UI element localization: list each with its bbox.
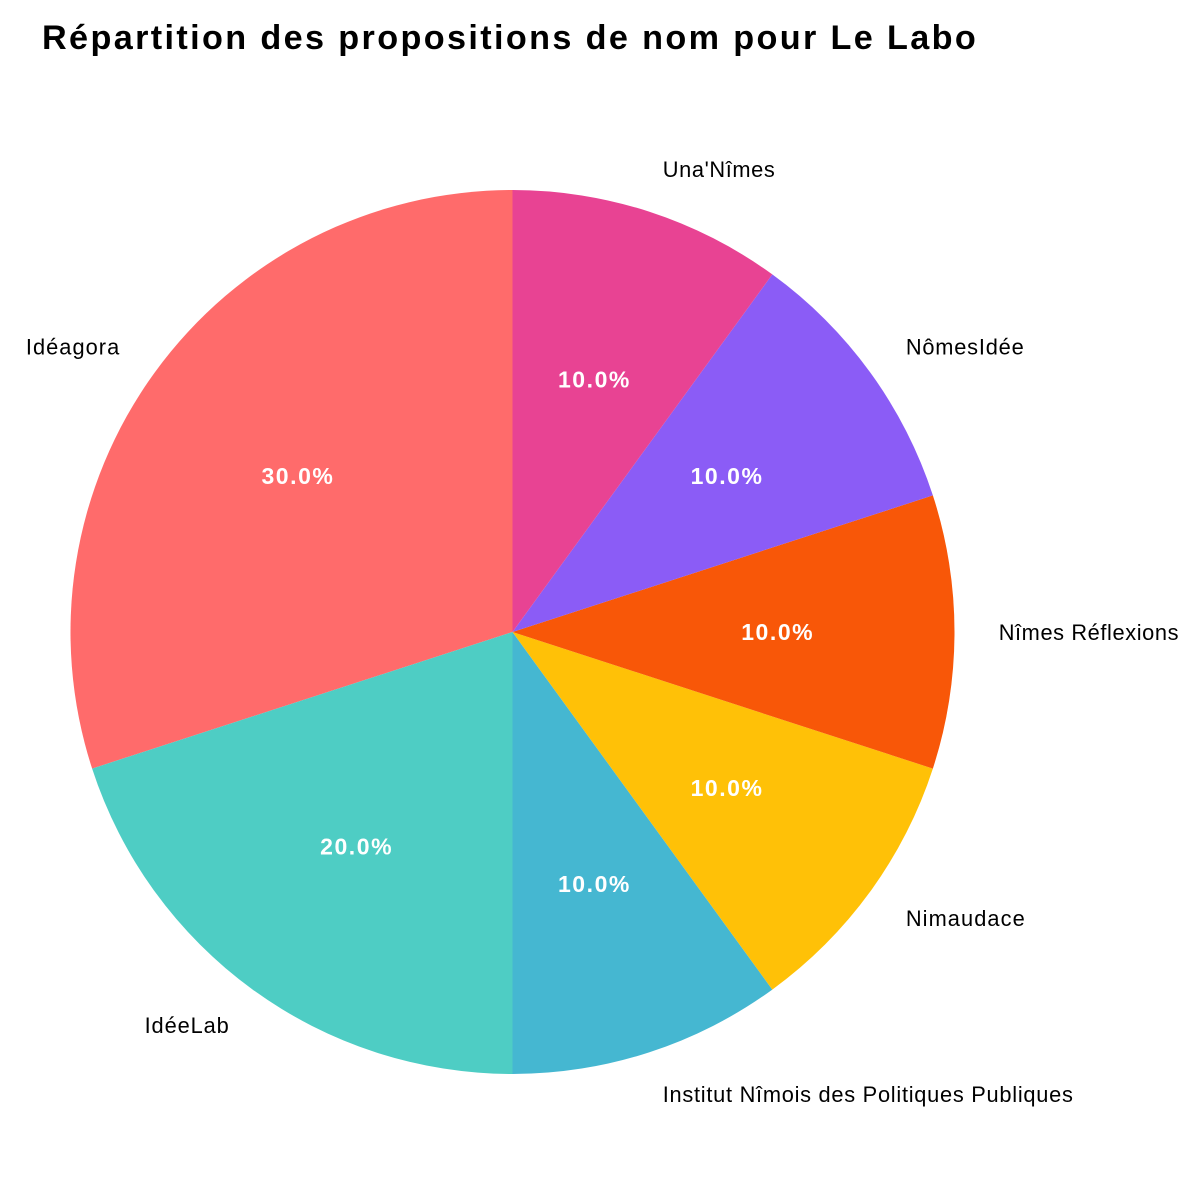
svg-text:IdéeLab: IdéeLab — [145, 1013, 230, 1038]
svg-text:Una'Nîmes: Una'Nîmes — [663, 157, 776, 182]
svg-text:Nîmes Réflexions: Nîmes Réflexions — [999, 620, 1179, 645]
svg-text:Nimaudace: Nimaudace — [906, 906, 1026, 931]
svg-text:Idéagora: Idéagora — [26, 335, 120, 360]
svg-text:Institut Nîmois des Politiques: Institut Nîmois des Politiques Publiques — [663, 1082, 1074, 1107]
svg-text:20.0%: 20.0% — [320, 834, 393, 860]
svg-text:30.0%: 30.0% — [261, 463, 334, 489]
svg-text:10.0%: 10.0% — [558, 871, 631, 897]
svg-text:Répartition des propositions d: Répartition des propositions de nom pour… — [42, 19, 978, 57]
svg-text:10.0%: 10.0% — [558, 367, 631, 393]
svg-text:10.0%: 10.0% — [691, 775, 764, 801]
svg-text:NômesIdée: NômesIdée — [906, 335, 1025, 360]
svg-text:10.0%: 10.0% — [741, 619, 814, 645]
svg-text:10.0%: 10.0% — [691, 463, 764, 489]
